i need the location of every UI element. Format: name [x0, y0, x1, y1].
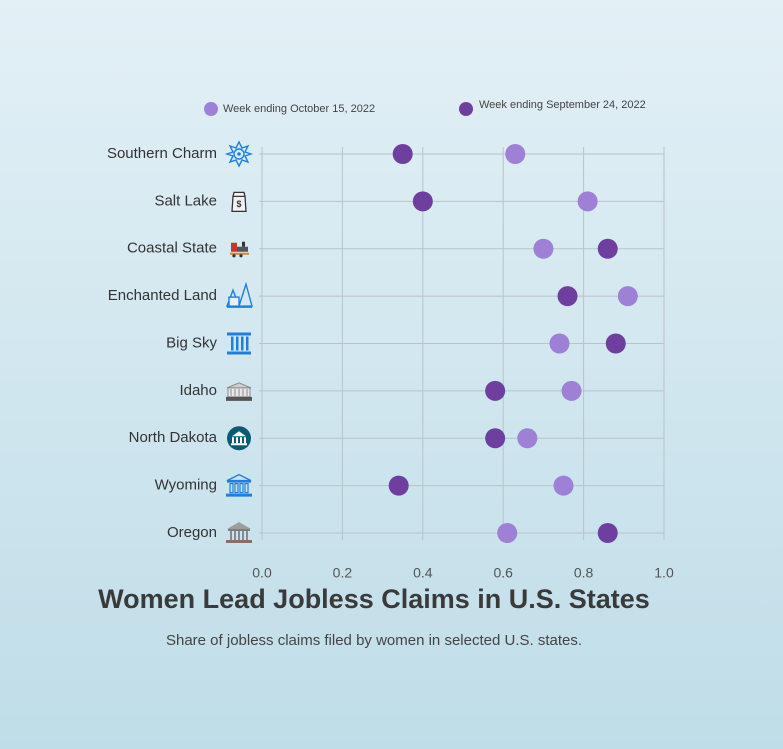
y-label-southern-charm: Southern Charm — [107, 145, 217, 162]
legend-marker-september — [459, 102, 473, 116]
y-axis-labels: Southern Charm Salt Lake Coastal State Ench… — [107, 145, 218, 541]
point-october-big-sky — [549, 334, 569, 354]
point-october-coastal-state — [533, 239, 553, 259]
x-tick-label: 0.8 — [574, 565, 594, 581]
x-axis-ticks: 0.0 0.2 0.4 0.6 0.8 1.0 — [252, 565, 674, 581]
state-icons: $ — [226, 142, 252, 543]
y-label-idaho: Idaho — [179, 382, 217, 399]
y-label-salt-lake: Salt Lake — [154, 192, 217, 209]
forest-cabin-icon — [227, 284, 252, 307]
capitol-building-icon — [226, 383, 252, 401]
y-label-north-dakota: North Dakota — [129, 429, 218, 446]
point-september-southern-charm — [393, 144, 413, 164]
legend-marker-october — [204, 102, 218, 116]
x-tick-label: 0.0 — [252, 565, 272, 581]
y-label-oregon: Oregon — [167, 524, 217, 541]
point-september-coastal-state — [598, 239, 618, 259]
point-october-idaho — [562, 381, 582, 401]
point-october-enchanted-land — [618, 286, 638, 306]
point-september-oregon — [598, 523, 618, 543]
columns-icon — [227, 333, 251, 355]
y-label-big-sky: Big Sky — [166, 334, 217, 351]
point-october-oregon — [497, 523, 517, 543]
chart-subtitle: Share of jobless claims filed by women i… — [166, 632, 582, 649]
y-label-wyoming: Wyoming — [155, 477, 217, 494]
y-label-coastal-state: Coastal State — [127, 240, 217, 257]
train-icon — [230, 242, 249, 258]
point-october-north-dakota — [517, 428, 537, 448]
point-october-salt-lake — [578, 191, 598, 211]
svg-text:$: $ — [236, 199, 241, 209]
point-september-north-dakota — [485, 428, 505, 448]
salt-shaker-icon: $ — [232, 192, 246, 211]
oregon-building-icon — [226, 522, 252, 543]
x-tick-label: 0.6 — [493, 565, 513, 581]
north-dakota-building-icon — [227, 426, 251, 450]
wyoming-building-icon — [226, 475, 252, 497]
legend: Week ending October 15, 2022 Week ending… — [204, 99, 646, 116]
point-september-big-sky — [606, 334, 626, 354]
grid — [259, 147, 664, 540]
x-tick-label: 0.2 — [333, 565, 353, 581]
legend-label-october: Week ending October 15, 2022 — [223, 103, 375, 115]
chart-title: Women Lead Jobless Claims in U.S. States — [98, 584, 650, 614]
y-label-enchanted-land: Enchanted Land — [108, 287, 217, 304]
point-october-southern-charm — [505, 144, 525, 164]
legend-label-september: Week ending September 24, 2022 — [479, 99, 646, 111]
point-september-idaho — [485, 381, 505, 401]
x-tick-label: 0.4 — [413, 565, 433, 581]
snowflake-badge-icon — [227, 142, 251, 166]
point-september-enchanted-land — [558, 286, 578, 306]
point-october-wyoming — [554, 476, 574, 496]
point-september-salt-lake — [413, 191, 433, 211]
point-september-wyoming — [389, 476, 409, 496]
x-tick-label: 1.0 — [654, 565, 674, 581]
